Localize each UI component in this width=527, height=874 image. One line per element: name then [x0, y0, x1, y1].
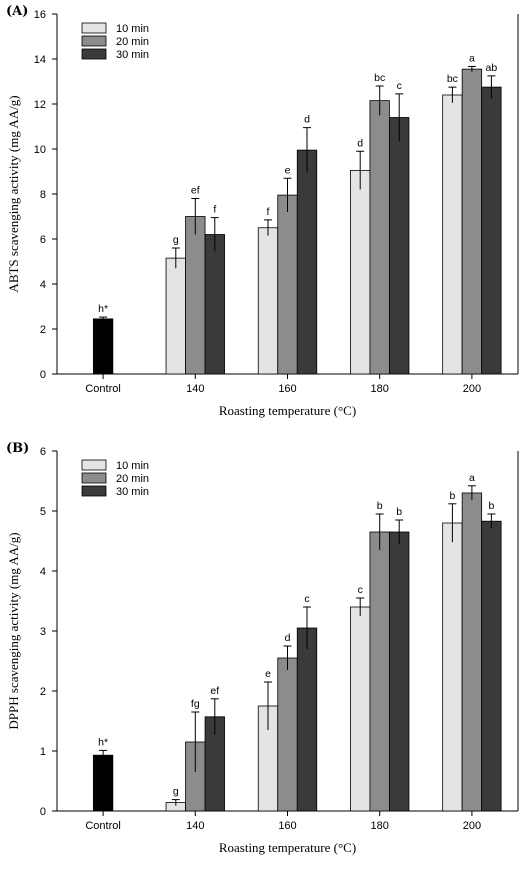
y-tick-label: 3: [40, 626, 46, 638]
y-tick-label: 10: [34, 144, 46, 156]
y-tick-label: 4: [40, 566, 46, 578]
significance-label: c: [397, 80, 402, 92]
significance-label: d: [357, 137, 363, 149]
y-tick-label: 16: [34, 9, 46, 21]
x-tick-label: 200: [463, 383, 481, 395]
bar-30-min: [389, 117, 410, 375]
significance-label: a: [469, 52, 475, 64]
significance-label: a: [469, 472, 475, 484]
x-axis-title: Roasting temperature (°C): [219, 403, 356, 418]
significance-label: c: [358, 584, 363, 596]
legend-swatch: [81, 22, 107, 34]
bar-10-min: [442, 522, 463, 812]
y-tick-label: 6: [40, 234, 46, 246]
significance-label: c: [304, 593, 309, 605]
significance-label: ab: [486, 62, 498, 74]
bar-30-min: [204, 234, 225, 375]
y-tick-label: 2: [40, 324, 46, 336]
x-tick-label: 180: [371, 820, 389, 832]
dpph-chart: 0 1 2 3 4 5 6 Control 140 160 180 200 h* g e c b fg d b a ef c…: [6, 446, 519, 855]
x-axis-title: Roasting temperature (°C): [219, 840, 356, 855]
x-tick-label: 140: [186, 383, 204, 395]
legend-label: 30 min: [116, 486, 149, 498]
panel-label-b: (B): [6, 441, 30, 456]
bar-30-min: [481, 520, 502, 812]
y-tick-label: 1: [40, 746, 46, 758]
x-tick-label: 160: [278, 383, 296, 395]
y-tick-label: 8: [40, 189, 46, 201]
bar-20-min: [277, 194, 298, 375]
significance-label: d: [285, 632, 291, 644]
significance-label: b: [377, 500, 383, 512]
bar-20-min: [461, 492, 483, 812]
x-tick-label: Control: [85, 383, 120, 395]
x-tick-label: 140: [186, 820, 204, 832]
bar-30-min: [481, 86, 502, 375]
significance-label: e: [265, 668, 271, 680]
significance-label: b: [396, 506, 402, 518]
chart-panel-a: (A) 0 2 4 6 8 10 12 14 16 Control 140 160 180 200 h* g f…: [6, 4, 519, 418]
bar-10-min: [350, 169, 371, 375]
legend-label: 10 min: [116, 23, 149, 35]
x-tick-label: 180: [371, 383, 389, 395]
x-tick-label: Control: [85, 820, 120, 832]
y-tick-label: 6: [40, 446, 46, 458]
legend-swatch: [81, 459, 107, 471]
bar-control: [92, 754, 114, 812]
bar-10-min: [165, 257, 186, 375]
x-tick-label: 160: [278, 820, 296, 832]
y-tick-label: 0: [40, 369, 46, 381]
bar-20-min: [185, 216, 206, 375]
significance-label: ef: [210, 685, 219, 697]
chart-panel-b: (B) 0 1 2 3 4 5 6 Control 140 160 180 200 h* g e c b fg d b…: [0, 437, 527, 874]
legend-swatch: [81, 472, 107, 484]
bar-30-min: [296, 149, 318, 375]
legend-swatch: [81, 48, 107, 60]
y-tick-label: 5: [40, 506, 46, 518]
x-tick-label: 200: [463, 820, 481, 832]
y-tick-label: 4: [40, 279, 46, 291]
significance-label: ef: [191, 185, 200, 197]
y-tick-label: 14: [34, 54, 46, 66]
legend-swatch: [81, 35, 107, 47]
y-tick-label: 2: [40, 686, 46, 698]
significance-label: d: [304, 114, 310, 126]
abts-chart: 0 2 4 6 8 10 12 14 16 Control 140 160 180 200 h* g f d bc e…: [6, 9, 519, 418]
y-axis-title: DPPH scavenging activity (mg AA/g): [6, 532, 21, 729]
significance-label: h*: [98, 303, 108, 315]
bar-20-min: [369, 100, 390, 375]
significance-label: e: [285, 164, 291, 176]
bar-10-min: [350, 606, 371, 812]
panel-label-a: (A): [6, 4, 29, 19]
significance-label: b: [488, 500, 494, 512]
y-tick-label: 0: [40, 806, 46, 818]
y-tick-label: 12: [34, 99, 46, 111]
legend-label: 10 min: [116, 460, 149, 472]
significance-label: g: [173, 234, 179, 246]
significance-label: bc: [447, 73, 458, 85]
significance-label: b: [449, 490, 455, 502]
legend-label: 20 min: [116, 36, 149, 48]
significance-label: g: [173, 786, 179, 798]
legend-label: 30 min: [116, 49, 149, 61]
bar-20-min: [277, 657, 298, 812]
bar-20-min: [369, 531, 390, 812]
bar-control: [92, 318, 114, 375]
bar-30-min: [296, 627, 318, 812]
significance-label: f: [213, 204, 216, 216]
legend-swatch: [81, 485, 107, 497]
significance-label: fg: [191, 698, 200, 710]
legend-label: 20 min: [116, 473, 149, 485]
bar-20-min: [461, 68, 483, 375]
bar-30-min: [389, 531, 410, 812]
significance-label: f: [267, 206, 270, 218]
significance-label: h*: [98, 736, 108, 748]
bar-10-min: [257, 227, 279, 375]
y-axis-title: ABTS scavenging activity (mg AA/g): [6, 95, 21, 292]
bar-10-min: [442, 94, 463, 375]
significance-label: bc: [374, 72, 385, 84]
